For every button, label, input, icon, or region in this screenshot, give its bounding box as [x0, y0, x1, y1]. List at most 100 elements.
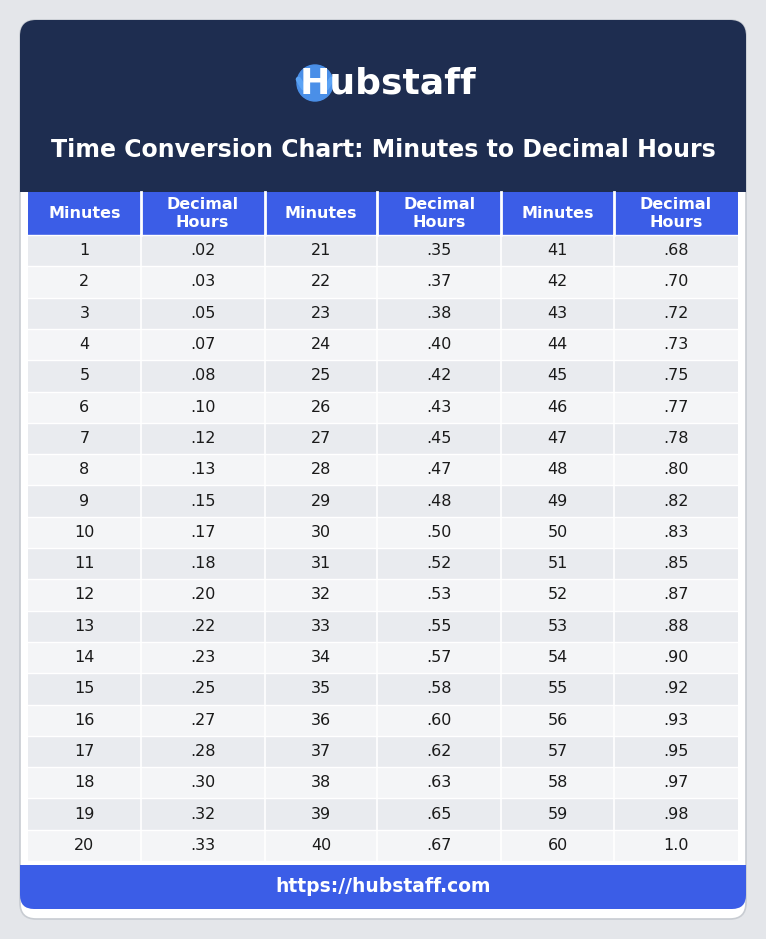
Bar	[614, 736, 738, 767]
Text: 4: 4	[80, 337, 90, 352]
Text: .27: .27	[190, 713, 215, 728]
Bar	[28, 736, 141, 767]
Bar	[28, 579, 141, 610]
Text: .95: .95	[663, 744, 689, 759]
Bar	[265, 548, 378, 579]
Text: 42: 42	[548, 274, 568, 289]
Text: 34: 34	[311, 650, 331, 665]
Bar	[28, 798, 141, 830]
Bar	[614, 798, 738, 830]
Bar	[614, 235, 738, 267]
Text: .17: .17	[190, 525, 215, 540]
Text: .78: .78	[663, 431, 689, 446]
Text: 20: 20	[74, 838, 94, 853]
Bar	[614, 361, 738, 392]
Text: Decimal
Hours: Decimal Hours	[640, 197, 712, 230]
Text: .72: .72	[663, 306, 689, 321]
Text: 32: 32	[311, 588, 331, 603]
Bar	[501, 767, 614, 798]
Text: .53: .53	[427, 588, 452, 603]
Text: 43: 43	[548, 306, 568, 321]
Bar	[614, 454, 738, 485]
Text: .42: .42	[427, 368, 452, 383]
Text: 52: 52	[548, 588, 568, 603]
Bar	[501, 454, 614, 485]
Bar	[28, 329, 141, 361]
Text: 59: 59	[548, 807, 568, 822]
Text: Minutes: Minutes	[522, 206, 594, 221]
Text: .08: .08	[190, 368, 215, 383]
Bar	[141, 579, 265, 610]
Bar	[378, 548, 501, 579]
Bar	[378, 516, 501, 548]
Bar	[28, 392, 141, 423]
Bar	[28, 423, 141, 454]
Text: 60: 60	[548, 838, 568, 853]
Bar	[265, 298, 378, 329]
Text: 9: 9	[80, 494, 90, 509]
Text: https://hubstaff.com: https://hubstaff.com	[275, 878, 491, 897]
Text: 49: 49	[548, 494, 568, 509]
Text: 44: 44	[548, 337, 568, 352]
Text: .77: .77	[663, 400, 689, 415]
FancyArrowPatch shape	[326, 80, 332, 87]
Text: .48: .48	[427, 494, 452, 509]
Bar	[141, 704, 265, 736]
Bar	[614, 329, 738, 361]
Bar	[501, 485, 614, 516]
Bar	[501, 423, 614, 454]
Text: .87: .87	[663, 588, 689, 603]
Bar	[141, 736, 265, 767]
Text: 33: 33	[311, 619, 331, 634]
Bar	[614, 673, 738, 704]
Bar	[614, 298, 738, 329]
Text: 19: 19	[74, 807, 94, 822]
Bar	[378, 798, 501, 830]
Text: .60: .60	[427, 713, 452, 728]
Bar	[614, 642, 738, 673]
Text: 17: 17	[74, 744, 94, 759]
Text: .15: .15	[190, 494, 215, 509]
Text: 31: 31	[311, 556, 331, 571]
Text: .73: .73	[663, 337, 689, 352]
Bar	[141, 798, 265, 830]
Bar	[265, 423, 378, 454]
Bar	[141, 235, 265, 267]
Text: 25: 25	[311, 368, 331, 383]
Bar	[378, 329, 501, 361]
Bar	[614, 548, 738, 579]
Text: 12: 12	[74, 588, 94, 603]
Bar	[378, 298, 501, 329]
Bar	[141, 361, 265, 392]
Bar	[265, 579, 378, 610]
Bar	[501, 235, 614, 267]
Bar	[141, 673, 265, 704]
Text: .22: .22	[190, 619, 215, 634]
Text: 36: 36	[311, 713, 331, 728]
Bar	[378, 423, 501, 454]
Bar	[265, 798, 378, 830]
FancyBboxPatch shape	[20, 20, 746, 919]
Bar	[141, 610, 265, 642]
Text: .68: .68	[663, 243, 689, 258]
Bar	[501, 736, 614, 767]
Text: 23: 23	[311, 306, 331, 321]
Text: .13: .13	[190, 462, 215, 477]
Text: .12: .12	[190, 431, 215, 446]
Text: 38: 38	[311, 776, 331, 791]
Text: 56: 56	[548, 713, 568, 728]
Text: .25: .25	[190, 682, 215, 697]
Bar	[28, 516, 141, 548]
Bar	[265, 830, 378, 861]
Text: .47: .47	[427, 462, 452, 477]
Text: .43: .43	[427, 400, 452, 415]
Text: 21: 21	[311, 243, 331, 258]
Bar	[28, 610, 141, 642]
Text: 16: 16	[74, 713, 94, 728]
Bar	[378, 642, 501, 673]
Bar	[614, 767, 738, 798]
Bar	[501, 392, 614, 423]
Bar	[378, 579, 501, 610]
Bar	[141, 830, 265, 861]
Text: 45: 45	[548, 368, 568, 383]
